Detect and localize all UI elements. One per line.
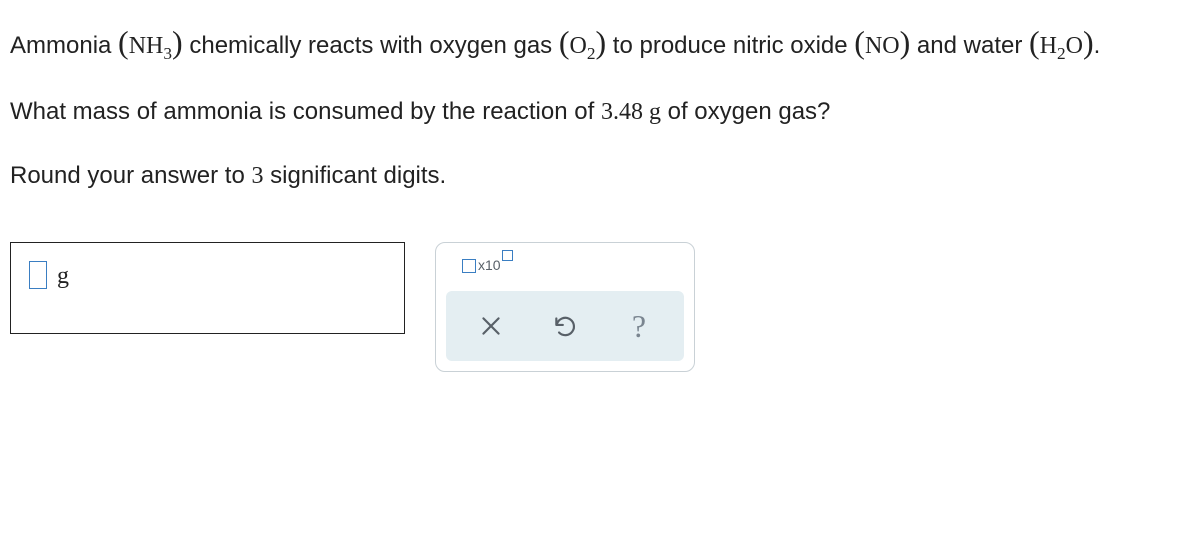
text-frag: What mass of ammonia is consumed by the … [10,98,601,125]
paren-close: ) [900,24,911,60]
scientific-notation-button[interactable]: x10 [456,253,519,277]
text-frag: Ammonia [10,32,118,59]
close-icon [478,313,504,339]
text-frag: chemically reacts with oxygen gas [183,32,559,59]
formula-base: NH [129,33,164,59]
formula-no: NO [865,33,900,59]
answer-input-box[interactable]: g [10,242,405,334]
formula-base: O [570,33,587,59]
tool-row-actions: ? [446,291,684,361]
text-frag: to produce nitric oxide [606,32,854,59]
paren-close: ) [595,24,606,60]
paren-open: ( [1029,24,1040,60]
template-exp-icon [502,250,513,261]
formula-base: H [1040,33,1057,59]
answer-row: g x10 ? [10,242,1190,372]
mass-unit: g [643,99,661,125]
clear-button[interactable] [474,309,508,343]
formula-tail: O [1066,33,1083,59]
mass-value: 3.48 [601,99,643,125]
paren-open: ( [118,24,129,60]
question-line-1: Ammonia (NH3) chemically reacts with oxy… [10,18,1190,66]
text-frag: and water [910,32,1029,59]
undo-icon [552,313,578,339]
help-button[interactable]: ? [622,309,656,343]
question-line-3: Round your answer to 3 significant digit… [10,158,1190,194]
question-text: Ammonia (NH3) chemically reacts with oxy… [10,18,1190,194]
text-frag: significant digits. [263,162,446,189]
sig-digits: 3 [251,163,263,189]
text-frag: . [1094,32,1101,59]
paren-open: ( [854,24,865,60]
paren-open: ( [559,24,570,60]
text-frag: Round your answer to [10,162,251,189]
reset-button[interactable] [548,309,582,343]
text-frag: of oxygen gas? [661,98,830,125]
tool-panel: x10 ? [435,242,695,372]
formula-sub: 2 [1057,44,1066,63]
paren-close: ) [1083,24,1094,60]
formula-sub: 3 [163,44,172,63]
x10-label: x10 [478,257,501,273]
formula-h2o: H2O [1040,33,1083,59]
question-line-2: What mass of ammonia is consumed by the … [10,94,1190,130]
help-icon: ? [632,310,646,342]
paren-close: ) [172,24,183,60]
formula-nh3: NH3 [129,33,172,59]
answer-unit: g [57,263,69,290]
template-coeff-icon [462,259,476,273]
tool-row-templates: x10 [446,253,684,277]
answer-placeholder-icon [29,261,47,289]
formula-o2: O2 [570,33,596,59]
